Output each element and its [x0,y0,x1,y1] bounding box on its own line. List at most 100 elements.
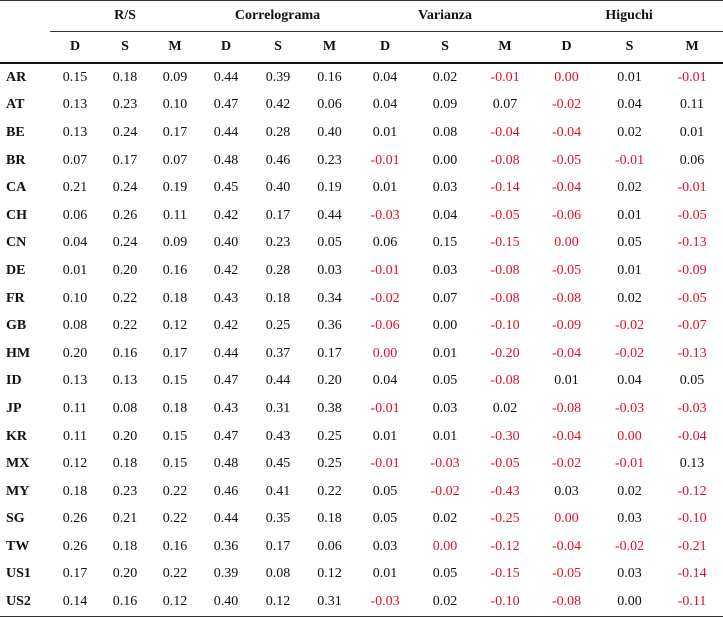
cell: 0.18 [112,69,138,85]
cell: 0.02 [432,511,458,527]
cell: -0.03 [614,400,645,416]
sub-header: M [661,31,723,64]
cell: 0.00 [432,152,458,168]
cell: 0.43 [265,428,291,444]
cell: 0.18 [317,511,342,527]
cell: 0.19 [162,180,188,196]
cell: -0.08 [490,290,520,306]
cell: 0.03 [617,566,642,582]
cell: -0.08 [551,400,582,416]
table-row: BE 0.13 0.24 0.17 0.44 0.28 0.40 0.01 0.08 -0.04 -… [0,119,723,147]
cell: 0.11 [63,400,87,416]
cell: 0.01 [62,262,88,278]
cell: 0.22 [317,483,342,499]
cell: 0.12 [317,566,342,582]
table-row: ID 0.13 0.13 0.15 0.47 0.44 0.20 0.04 0.05 -0.08 0… [0,368,723,396]
row-label: CA [6,180,27,196]
cell: -0.03 [370,207,400,223]
cell: 0.02 [617,124,642,140]
cell: -0.05 [677,207,707,223]
sub-header: M [304,31,355,64]
cell: 0.13 [62,373,88,389]
cell: -0.04 [677,428,707,444]
cell: 0.18 [162,290,188,306]
row-label: FR [6,290,25,306]
row-label: HM [6,345,31,361]
cell: -0.02 [370,290,400,306]
cell: 0.03 [372,538,398,554]
cell: 0.16 [100,588,150,617]
row-label: JP [6,400,22,416]
cell: 0.24 [112,235,138,251]
cell: 0.13 [679,456,705,472]
cell: -0.03 [430,456,460,472]
cell: 0.45 [265,456,291,472]
cell: 0.00 [554,235,579,251]
cell: 0.16 [162,262,188,278]
cell: 0.20 [112,428,138,444]
cell: 0.36 [317,318,342,334]
cell: 0.12 [252,588,304,617]
cell: 0.21 [62,180,88,196]
row-label: GB [6,318,27,334]
cell: 0.00 [617,428,642,444]
cell: 0.11 [163,207,187,223]
cell: -0.01 [490,69,520,85]
table-row: JP 0.11 0.08 0.18 0.43 0.31 0.38 -0.01 0.03 0.02 -… [0,395,723,423]
cell: 0.44 [213,511,239,527]
cell: 0.22 [112,290,138,306]
cell: 0.20 [112,566,138,582]
cell: 0.22 [162,483,188,499]
cell: 0.06 [317,538,342,554]
cell: 0.23 [317,152,342,168]
row-label: AR [6,69,27,85]
cell: 0.02 [492,400,518,416]
cell: 0.31 [304,588,355,617]
cell: 0.01 [554,373,579,389]
row-label: CN [6,235,27,251]
cell: 0.02 [617,180,642,196]
cell: -0.01 [614,456,645,472]
cell: 0.03 [432,262,458,278]
cell: 0.14 [50,588,100,617]
cell: 0.01 [432,428,458,444]
cell: -0.02 [614,345,645,361]
cell: 0.39 [265,69,291,85]
cell: 0.48 [213,456,239,472]
cell: 0.26 [62,511,88,527]
cell: 0.08 [112,400,138,416]
table-row: AR 0.15 0.18 0.09 0.44 0.39 0.16 0.04 0.02 -0.01 0… [0,63,723,92]
cell: -0.05 [677,290,707,306]
cell: -0.04 [551,428,582,444]
cell: -0.20 [490,345,520,361]
cell: 0.12 [62,456,88,472]
cell: 0.09 [162,235,188,251]
table-row: HM 0.20 0.16 0.17 0.44 0.37 0.17 0.00 0.01 -0.20 -… [0,340,723,368]
row-label: MY [6,483,30,499]
row-label: MX [6,456,30,472]
cell: 0.04 [617,373,642,389]
cell: 0.17 [162,345,188,361]
cell: 0.43 [213,290,239,306]
cell: 0.40 [200,588,252,617]
row-label: KR [6,428,27,444]
group-header: Higuchi [535,0,723,32]
cell: -0.13 [677,235,707,251]
cell: 0.00 [432,318,458,334]
cell: 0.10 [62,290,88,306]
row-label: US2 [0,588,50,617]
cell: 0.13 [112,373,138,389]
cell: 0.40 [317,124,342,140]
table-row: CN 0.04 0.24 0.09 0.40 0.23 0.05 0.06 0.15 -0.15 0… [0,230,723,258]
sub-header: M [150,31,200,64]
cell: 0.00 [598,588,662,617]
cell: 0.47 [213,428,239,444]
row-label: CH [6,207,27,223]
table-row: SG 0.26 0.21 0.22 0.44 0.35 0.18 0.05 0.02 -0.25 0… [0,506,723,534]
table-row: MX 0.12 0.18 0.15 0.48 0.45 0.25 -0.01 -0.03 -0.0… [0,450,723,478]
cell: 0.18 [162,400,188,416]
cell: 0.05 [432,566,458,582]
cell: 0.35 [265,511,291,527]
cell: 0.11 [680,97,705,113]
